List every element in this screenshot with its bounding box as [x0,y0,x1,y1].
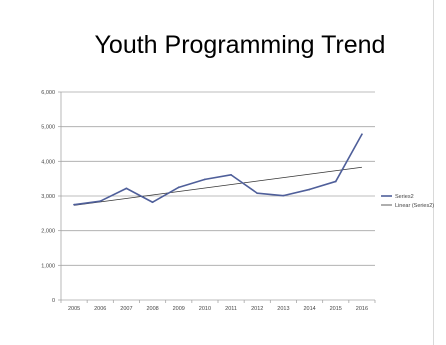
series-line [73,133,363,206]
y-tick-label: 2,000 [41,229,55,235]
data-point [151,201,154,204]
y-tick-label: 6,000 [41,90,55,96]
legend: Series2 Linear (Series2) [381,194,434,209]
slide-edge-divider [433,0,434,345]
chart-title: Youth Programming Trend [94,31,386,59]
y-tick-label: 5,000 [41,125,55,131]
x-tick-label: 2013 [277,306,289,312]
legend-label-trendline: Linear (Series2) [395,203,434,209]
y-tick-label: 4,000 [41,159,55,165]
data-point [230,173,232,176]
y-tick-label: 1,000 [41,263,55,269]
x-tick-label: 2010 [199,306,211,312]
data-point [334,180,337,183]
data-point [256,192,259,195]
legend-label-series: Series2 [395,194,414,200]
x-tick-label: 2011 [225,306,237,312]
y-tick-label: 3,000 [41,194,55,200]
x-tick-label: 2015 [330,306,342,312]
data-point [99,200,102,203]
data-point [73,203,75,206]
x-tick-label: 2014 [303,306,315,312]
data-point [308,188,311,191]
y-tick-labels: 0 1,000 2,000 3,000 4,000 5,000 6,000 [41,90,55,304]
trendline-linear [74,166,362,206]
x-tick-label: 2005 [68,306,80,312]
x-tick-label: 2008 [146,306,158,312]
data-point [204,178,206,181]
x-tick-labels: 2005 2006 2007 2008 2009 2010 2011 2012 2013 2014… [68,306,368,312]
y-tick-label: 0 [52,298,55,304]
x-tick-label: 2016 [356,306,368,312]
x-tick-label: 2012 [251,306,263,312]
x-tick-label: 2006 [94,306,106,312]
axes [58,91,376,303]
x-tick-label: 2007 [120,306,132,312]
x-tick-label: 2009 [173,306,185,312]
data-point [125,187,128,190]
series-lines [73,133,363,206]
data-point [282,194,285,197]
data-point [361,133,363,136]
data-point [177,186,180,189]
gridlines [61,91,375,266]
